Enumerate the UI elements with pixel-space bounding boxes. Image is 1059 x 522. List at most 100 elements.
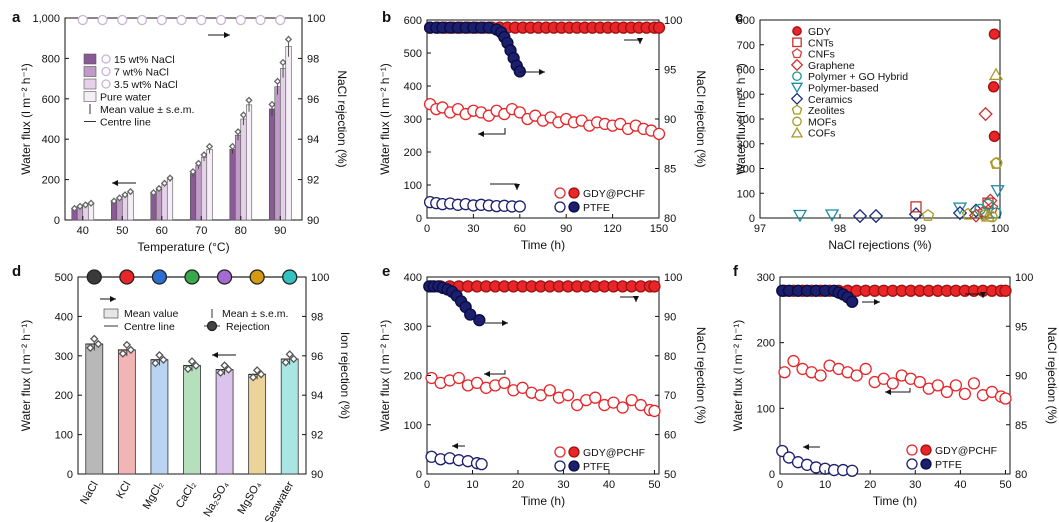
y2label-a: NaCl rejection (%) (335, 70, 349, 167)
bar-a-1-5 (274, 86, 281, 221)
datapoint-d (94, 339, 103, 349)
rejection-ball-d-5 (249, 269, 265, 285)
ytick-e-label: 300 (404, 321, 422, 333)
datapoint-a (279, 58, 287, 67)
gdy-rejection-e (648, 280, 661, 293)
point-c-12 (868, 208, 884, 224)
ytick-e-label: 200 (404, 371, 422, 383)
xtick-d-label: MgCl₂ (141, 480, 166, 512)
arrow-e-2 (484, 370, 506, 375)
legend-d-text: Mean value (124, 308, 178, 320)
xtick-a-label: 80 (235, 225, 247, 237)
legend-f-gdy-filled (920, 444, 932, 456)
legend-f-ptfe-filled (920, 458, 932, 470)
datapoint-a (273, 77, 282, 86)
y2tick-e-label: 60 (664, 430, 676, 442)
ylabel-c: Water flux (l m⁻² h⁻¹) (734, 63, 748, 175)
y2tick-f-label: 85 (1015, 420, 1027, 432)
legend-c-marker (792, 26, 802, 36)
ytick-d-label: 100 (55, 430, 73, 442)
ytick-d-label: 0 (67, 469, 73, 481)
rejection-ball-d-0 (86, 269, 102, 285)
gdy-flux-e (589, 391, 602, 404)
y2label-b: NaCl rejection (%) (694, 70, 708, 167)
legend-c-marker (791, 104, 803, 115)
legend-f-gdy: GDY@PCHF (935, 445, 997, 457)
rejection-a-7 (215, 14, 227, 26)
point-c-28 (986, 211, 998, 223)
datapoint-a (115, 194, 124, 202)
rejection-a-8 (235, 14, 246, 26)
xtick-c-label: 97 (754, 223, 766, 235)
ylabel-b: Water flux (l m⁻² h⁻¹) (378, 63, 392, 175)
datapoint-a (81, 201, 90, 209)
bar-d-4 (215, 369, 234, 475)
rejection-a-9 (255, 14, 266, 26)
panel-c-label: c (735, 9, 743, 26)
arrow-e-1-head (502, 320, 508, 326)
datapoint-d (155, 351, 164, 360)
bar-a-2-5 (279, 68, 287, 221)
bar-a-1-4 (234, 134, 242, 221)
y2tick-b-label: 85 (664, 164, 676, 176)
datapoint-a (121, 191, 129, 199)
datapoint-a (149, 189, 158, 197)
legend-c-marker (790, 82, 804, 94)
ytick-d-label: 500 (55, 272, 73, 284)
y2tick-a-label: 96 (307, 94, 319, 106)
xtick-d-label: MgSO₄ (236, 479, 264, 516)
point-c-8 (824, 209, 840, 222)
ytick-c-label: 200 (737, 164, 755, 176)
y2label-f: NaCl rejection (%) (1045, 327, 1059, 424)
datapoint-d (289, 354, 298, 364)
arrow-f-3-head (803, 444, 809, 450)
gdy-flux-f (814, 369, 827, 382)
gdy-flux-e (616, 401, 629, 414)
ylabel-e: Water flux (l m⁻² h⁻¹) (378, 320, 392, 432)
ptfe-flux-b (513, 200, 526, 213)
bar-a-3-3 (206, 149, 213, 221)
y2tick-d-label: 100 (311, 272, 329, 284)
ptfe-flux-f (846, 464, 859, 477)
ptfe-rejection-f (846, 295, 859, 308)
legend-c-text: Graphene (808, 60, 855, 72)
ytick-e-label: 0 (416, 469, 422, 481)
gdy-flux-f (940, 385, 954, 399)
gdy-rejection-b (652, 21, 666, 34)
ylabel-f: Water flux (l m⁻² h⁻¹) (731, 320, 745, 432)
y2tick-b-label: 80 (664, 213, 676, 225)
arrow-e-3-head (452, 443, 458, 449)
xtick-a-label: 50 (116, 225, 128, 237)
y2tick-b-label: 95 (664, 65, 676, 77)
ytick-c-label: 0 (749, 213, 755, 225)
datapoint-d (122, 340, 132, 350)
ylabel-a: Water flux (l m⁻² h⁻¹) (19, 63, 33, 175)
point-c-16 (921, 208, 935, 221)
datapoint-a (194, 159, 203, 167)
xlabel-b: Time (h) (521, 238, 565, 252)
y2tick-b-label: 100 (664, 15, 682, 27)
xlabel-a: Temperature (°C) (137, 240, 229, 254)
legend-a-marker (101, 66, 111, 77)
ytick-b-label: 200 (404, 147, 422, 159)
rejection-a-6 (196, 14, 207, 26)
panel-b-label: b (382, 9, 391, 26)
datapoint-d (187, 357, 197, 366)
ytick-b-label: 100 (404, 180, 422, 192)
bar-a-1-2 (155, 189, 163, 221)
point-c-6 (978, 106, 993, 122)
bar-a-0-4 (229, 149, 236, 221)
ytick-f-label: 0 (769, 469, 775, 481)
datapoint-d (191, 361, 201, 370)
datapoint-a (189, 168, 197, 176)
gdy-flux-f (778, 366, 791, 379)
rejection-a-4 (156, 14, 167, 26)
arrow-b-0-head (637, 38, 643, 44)
ylabel-d: Water flux (l m⁻² h⁻¹) (19, 320, 33, 432)
arrow-f-1-head (874, 299, 880, 305)
bar-a-3-2 (166, 179, 174, 221)
datapoint-d (256, 370, 266, 379)
xlabel-f: Time (h) (873, 494, 917, 508)
arrow-b-2 (478, 128, 506, 135)
rejection-a-0 (77, 14, 88, 26)
